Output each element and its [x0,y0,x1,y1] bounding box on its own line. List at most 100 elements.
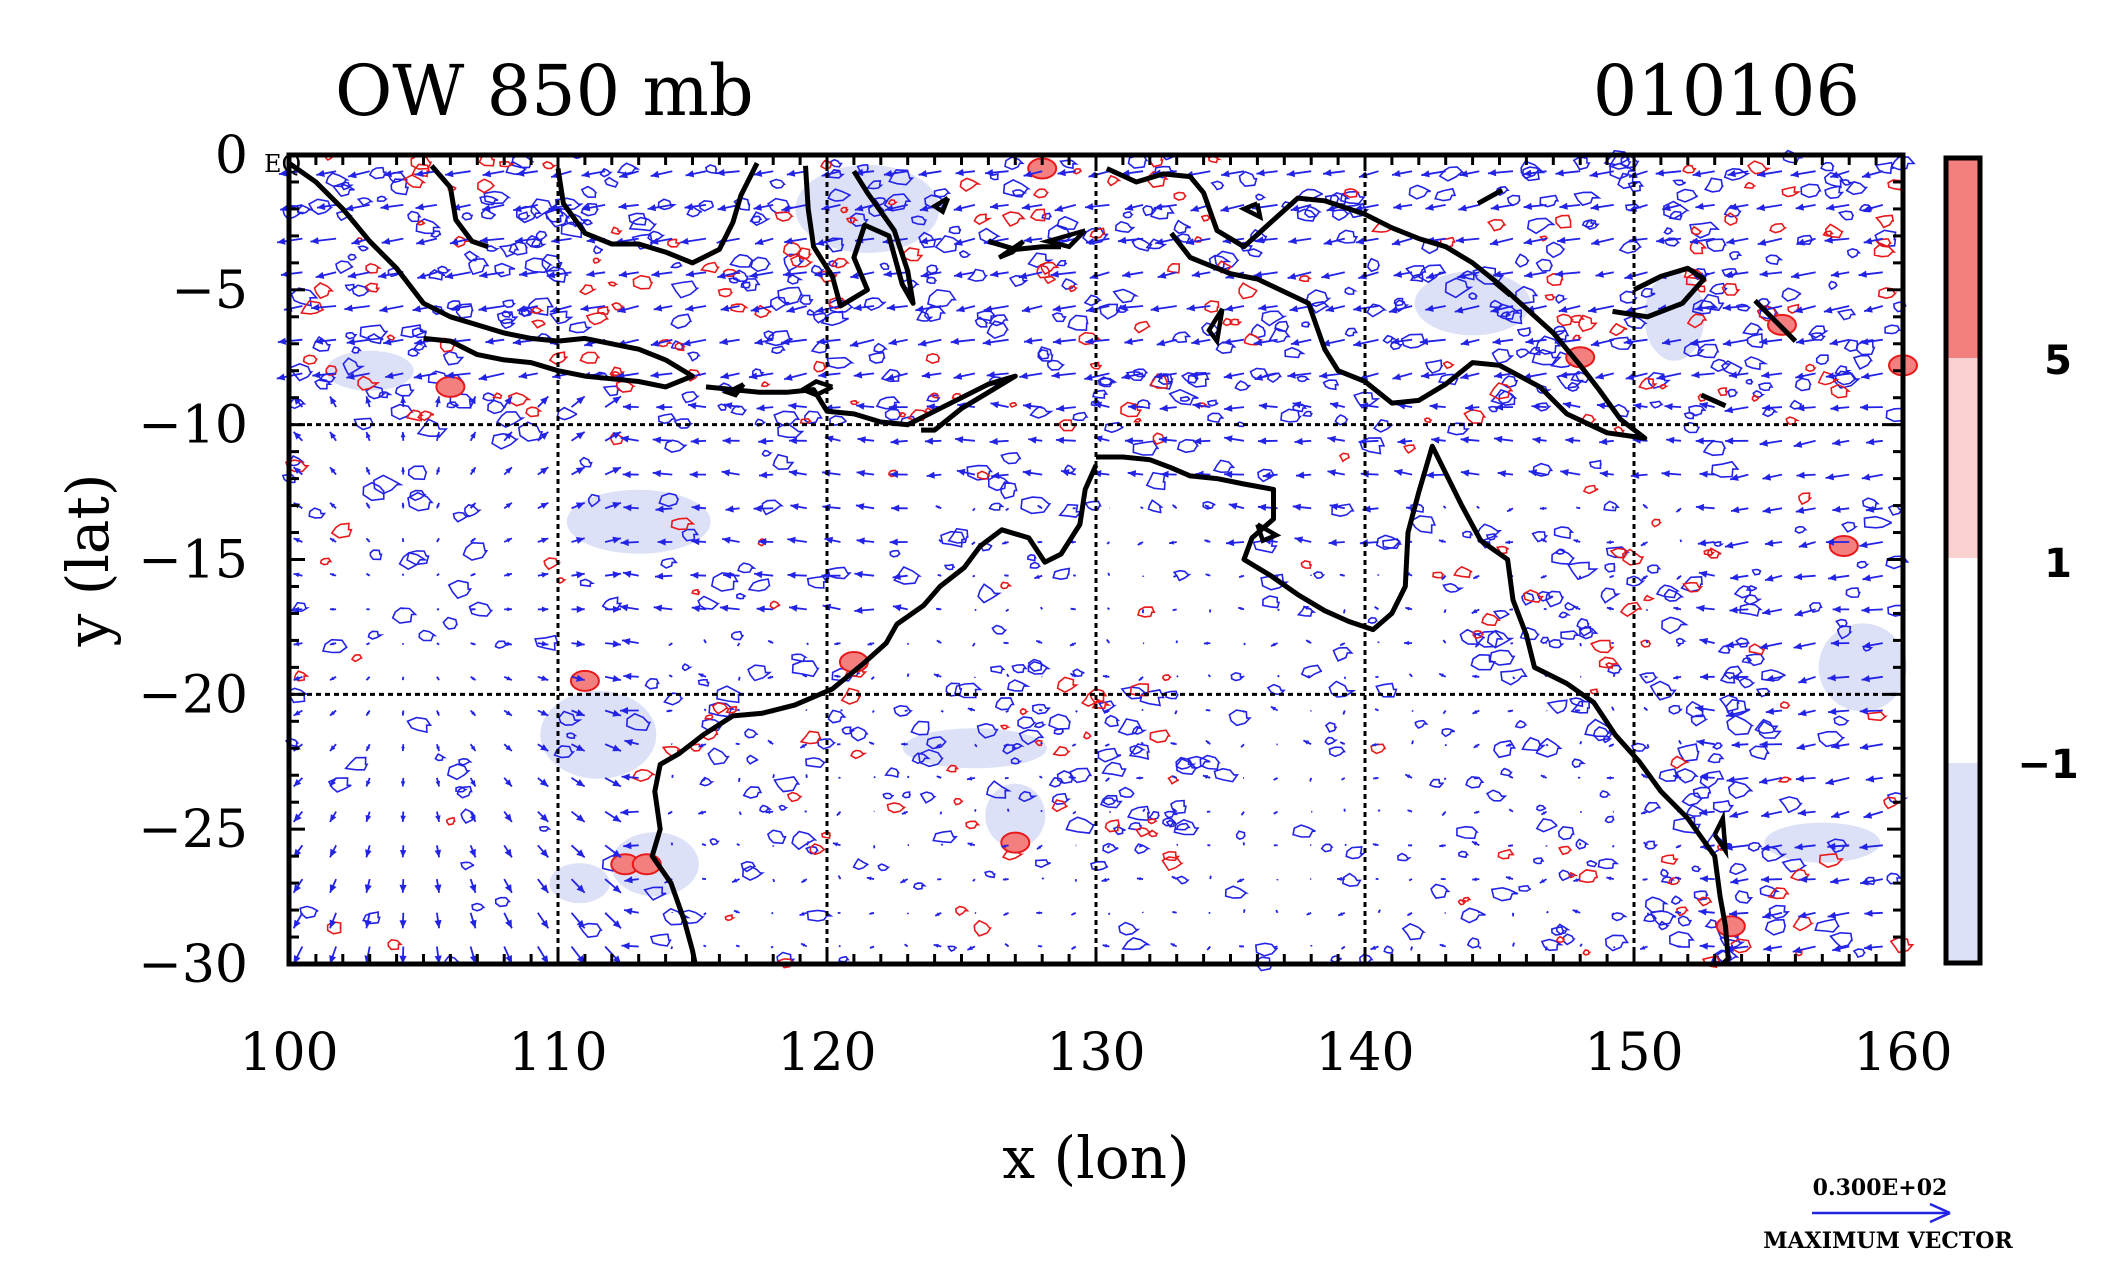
positive-ow-contour [631,768,657,783]
positive-ow-contour [1009,401,1018,408]
wind-vector [436,642,440,646]
negative-ow-contour [1020,496,1052,515]
negative-ow-contour [1414,719,1429,729]
wind-vector [733,909,740,914]
wind-vector [1759,740,1783,748]
wind-vector [1471,608,1480,615]
wind-vector [700,777,707,783]
wind-vector [329,431,337,442]
wind-vector [1405,606,1413,611]
wind-vector [1455,236,1480,244]
negative-ow-contour [911,752,931,765]
wind-vector [935,607,942,611]
negative-ow-contour [1147,499,1164,514]
wind-vector [1472,574,1480,580]
positive-ow-contour [1463,408,1487,425]
wind-vector [972,878,976,882]
negative-ow-contour [409,489,428,502]
wind-vector [1689,237,1715,245]
negative-ow-contour [1567,381,1580,392]
wind-vector [1186,304,1211,312]
wind-vector [868,741,875,746]
wind-vector [687,402,707,410]
wind-vector [1473,810,1480,814]
wind-vector [671,774,674,779]
wind-vector [1477,911,1481,914]
wind-vector [1695,202,1715,210]
wind-vector [518,270,538,278]
wind-vector [1572,909,1581,914]
negative-ow-contour [1375,534,1401,551]
wind-vector [1831,945,1850,953]
negative-ow-contour [1670,895,1684,905]
wind-vector [1438,672,1447,678]
negative-ow-contour [717,403,727,411]
negative-ow-contour [1837,210,1855,221]
wind-vector [1438,539,1446,544]
max-vector-arrow [1812,1202,1951,1224]
wind-vector [1276,743,1278,746]
wind-vector [1072,810,1077,815]
wind-vector [834,641,841,646]
negative-ow-contour [544,209,571,228]
negative-ow-contour [657,413,677,425]
negative-ow-contour [1493,739,1517,759]
wind-vector [971,642,976,647]
wind-vector [346,372,370,380]
wind-vector [1240,743,1245,748]
positive-ow-contour [1622,548,1645,566]
wind-vector [1639,945,1648,951]
wind-vector [1825,777,1850,786]
negative-ow-contour [281,473,297,484]
wind-vector [293,572,303,578]
wind-vector [1375,675,1379,678]
wind-vector [1035,639,1043,644]
wind-vector [1492,270,1514,278]
wind-vector [1256,169,1278,177]
wind-vector [782,270,807,278]
wind-vector [720,304,740,312]
wind-vector [891,504,908,512]
negative-ow-contour [912,882,927,891]
wind-vector [885,372,908,381]
wind-vector [1643,841,1649,847]
coastline [1096,443,1731,966]
wind-vector [436,743,440,752]
negative-ow-contour [407,465,428,481]
wind-vector [1405,506,1413,510]
wind-vector [620,538,639,547]
negative-ow-contour [390,178,410,196]
wind-vector [1487,169,1514,177]
wind-vector [617,305,639,314]
negative-ow-contour [1623,315,1648,329]
plot-title-left: OW 850 mb [335,50,754,132]
positive-ow-contour [1877,287,1898,300]
negative-ow-contour [1829,931,1853,948]
island-outline [1238,201,1264,222]
wind-vector [1071,743,1077,747]
negative-ow-contour [1012,742,1025,750]
wind-vector [1137,541,1144,546]
wind-vector [1505,876,1514,881]
positive-ow-contour [1570,314,1585,324]
positive-ow-contour [1461,896,1472,902]
positive-ow-contour [1703,549,1716,556]
negative-ow-contour [1010,757,1023,765]
wind-vector [434,878,442,893]
wind-vector [1606,540,1614,545]
negative-ow-contour [1711,460,1740,478]
wind-vector [1411,709,1414,713]
wind-vector [399,879,407,893]
negative-ow-contour [1206,399,1219,407]
wind-vector [1695,437,1715,445]
negative-ow-contour [1131,237,1153,252]
negative-ow-contour [761,499,784,516]
negative-ow-contour [1048,776,1065,788]
wind-vector [986,371,1009,379]
positive-ow-contour [410,154,433,170]
positive-ow-contour [1643,594,1655,602]
negative-ow-contour [910,720,930,736]
negative-ow-contour [1118,786,1135,799]
negative-ow-contour [1257,468,1278,483]
negative-ow-contour [1367,257,1381,273]
